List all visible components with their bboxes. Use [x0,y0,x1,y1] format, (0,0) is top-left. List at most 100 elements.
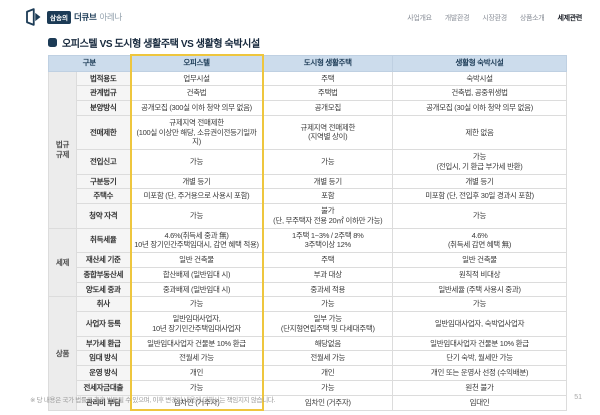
table-row: 분양방식 공개모집 (300실 이하 청약 의무 없음) 공개모집 공개모집 (30실… [49,100,568,116]
table-cell: 가능 [392,203,568,229]
table-row: 상품 취사 가능 가능 가능 [48,296,568,411]
table-cell: 미포함 (단, 주거용으로 사용시 포함) [129,188,264,204]
table-cell: 개별 등기 [392,173,568,190]
row-label: 전세자금대출 [75,379,132,396]
table-cell: 일반임대사업자 건물분 10% 환급 [392,335,568,352]
table-cell: 4.6% (취득세 감면 혜택 無) [392,227,568,253]
table-row: 사업자 등록 일반임대사업자, 10년 장기민간주택임대사업자 일부 가능 (단지형… [49,311,568,337]
table-cell: 임차인 (거주자) [262,394,394,411]
table-row: 세제 취득세율 4.6%(취득세 중과 無) 10년 장기민간주택임대시, 감면 혜… [48,227,568,298]
table-row: 관리비 부담 임차인 (거주자) 임차인 (거주자) 임대인 [49,394,568,412]
table-cell: 임차인 (거주자) [129,394,264,412]
nav-item-product-intro[interactable]: 상품소개 [519,15,545,22]
brand-name: 더큐브 [73,12,97,22]
row-label: 관계법규 [75,85,132,101]
brand-badge: 삼송의 [47,10,71,24]
table-cell: 일반 건축물 [129,252,264,268]
row-label: 재산세 기준 [75,252,132,268]
nav-item-tax-related[interactable]: 세제관련 [557,15,582,22]
row-label: 청약 자격 [75,203,132,229]
page-title: 오피스텔 VS 도시형 생활주택 VS 생활형 숙박시설 [62,39,260,50]
table-cell: 불가 (단, 무주택자 전용 20㎡ 이하만 가능) [262,203,394,229]
row-group-label: 상품 [48,296,77,411]
row-group-label: 법규 규제 [48,70,77,229]
row-label: 법적용도 [75,70,132,87]
table-cell: 일반임대사업자 건물분 10% 환급 [129,335,264,352]
table-row: 부가세 환급 일반임대사업자 건물분 10% 환급 해당없음 일반임대사업자 건물분 … [49,335,568,352]
table-cell: 일반 건축물 [392,252,568,268]
table-cell: 주택 [262,252,394,268]
table-row: 법규 규제 법적용도 업무시설 주택 숙박시설 [48,70,568,229]
table-cell: 미포함 (단, 전입후 30일 경과시 포함) [392,188,568,204]
table-cell: 임대인 [392,394,568,411]
table-cell: 부과 대상 [262,266,394,283]
table-row: 주택수 미포함 (단, 주거용으로 사용시 포함) 포함 미포함 (단, 전입후 30… [49,188,568,204]
table-cell: 규제지역 전매제한 (지역별 상이) [262,114,394,151]
comparison-table: 구분 오피스텔 도시형 생활주택 생활형 숙박시설 법규 규제 법적용도 업무시설 주… [47,54,568,412]
row-label: 전입신고 [75,149,132,175]
table-cell: 가능 [262,296,394,312]
row-label: 사업자 등록 [75,311,132,337]
top-nav: 사업개요 개발환경 시장환경 상품소개 세제관련 [407,13,582,23]
table-cell: 공개모집 [262,100,394,116]
comparison-table-body: 법규 규제 법적용도 업무시설 주택 숙박시설 관계법규 건축법 주택법 건축법, 공중위생법 분… [48,70,568,412]
table-cell: 건축법, 공중위생법 [392,85,568,101]
table-cell: 가능 [262,149,394,175]
table-cell: 일반임대사업자, 숙박업사업자 [392,311,568,337]
brand-logo[interactable]: 삼송의 더큐브 아레나 [24,8,122,26]
table-cell: 일반세율 (주택 사용시 중과) [392,281,568,298]
table-row: 관계법규 건축법 주택법 건축법, 공중위생법 [49,85,568,101]
table-cell: 개인 또는 운영사 선정 (수익배분) [392,365,568,381]
table-row: 운영 방식 개인 개인 개인 또는 운영사 선정 (수익배분) [49,365,568,381]
column-header-living-accommodation: 생활형 숙박시설 [392,54,568,72]
nav-item-business-overview[interactable]: 사업개요 [407,15,432,22]
row-label: 주택수 [75,188,132,204]
table-cell: 원칙적 비대상 [392,266,568,283]
table-cell: 가능 (전입시, 기 환급 부가세 반환) [392,149,568,175]
row-group-label: 세제 [48,227,77,298]
table-cell: 건축법 [129,85,264,101]
table-cell: 중과세 적용 [262,281,394,298]
nav-item-development-env[interactable]: 개발환경 [444,15,470,22]
row-label: 부가세 환급 [75,335,132,352]
table-row: 종합부동산세 합산배제 (일반임대 시) 부과 대상 원칙적 비대상 [49,266,568,283]
table-cell: 포함 [262,188,394,204]
table-cell: 합산배제 (일반임대 시) [129,266,264,283]
nav-item-market-env[interactable]: 시장환경 [482,15,507,22]
column-header-urban-housing: 도시형 생활주택 [262,54,394,72]
table-cell: 개별 등기 [129,173,264,190]
page-number: 51 [574,394,582,401]
row-label: 취득세율 [75,227,132,253]
table-cell: 숙박시설 [392,70,568,87]
table-header-row: 구분 오피스텔 도시형 생활주택 생활형 숙박시설 [47,54,568,72]
column-header-officetel: 오피스텔 [129,54,264,72]
table-cell: 일반임대사업자, 10년 장기민간주택임대사업자 [129,311,264,337]
table-cell: 공개모집 (300실 이하 청약 의무 없음) [129,100,264,116]
table-cell: 가능 [129,149,264,175]
table-cell: 1주택 1~3% / 2주택 8% 3주택이상 12% [262,227,394,253]
table-cell: 가능 [129,296,264,312]
table-cell: 4.6%(취득세 중과 無) 10년 장기민간주택임대시, 감면 혜택 적용) [129,227,264,253]
table-cell: 개인 [262,365,394,381]
table-row: 재산세 기준 일반 건축물 주택 일반 건축물 [49,252,568,268]
row-label: 구분등기 [75,173,132,190]
footnote: ※ 당 내용은 국가 법률로 추후 변동될 수 있으며, 이후 변경된 내용에 … [30,397,276,404]
table-cell: 전월세 가능 [262,350,394,366]
table-row: 전세자금대출 가능 가능 원천 불가 [49,379,568,396]
table-cell: 개인 [129,365,264,381]
table-row: 임대 방식 전월세 가능 전월세 가능 단기 숙박, 월세만 가능 [49,350,568,366]
table-cell: 해당없음 [262,335,394,352]
row-label: 종합부동산세 [75,266,132,283]
title-bullet-icon [48,38,57,47]
table-cell: 일부 가능 (단지형연립주택 및 다세대주택) [262,311,394,337]
title-row: 오피스텔 VS 도시형 생활주택 VS 생활형 숙박시설 [48,35,260,50]
table-cell: 주택 [262,70,394,87]
row-label: 양도세 중과 [75,281,132,298]
table-cell: 단기 숙박, 월세만 가능 [392,350,568,366]
table-cell: 중과배제 (일반임대 시) [129,281,264,298]
table-cell: 공개모집 (30실 이하 청약 의무 없음) [392,100,568,116]
table-row: 양도세 중과 중과배제 (일반임대 시) 중과세 적용 일반세율 (주택 사용시 중과… [49,281,568,298]
row-label: 취사 [75,296,132,312]
table-cell: 전월세 가능 [129,350,264,366]
